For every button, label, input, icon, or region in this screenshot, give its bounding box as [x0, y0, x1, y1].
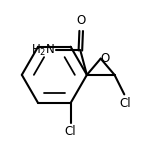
Text: Cl: Cl: [65, 125, 76, 138]
Text: O: O: [77, 14, 86, 27]
Text: O: O: [101, 52, 110, 65]
Text: Cl: Cl: [119, 97, 131, 110]
Text: H$_2$N: H$_2$N: [31, 43, 55, 58]
